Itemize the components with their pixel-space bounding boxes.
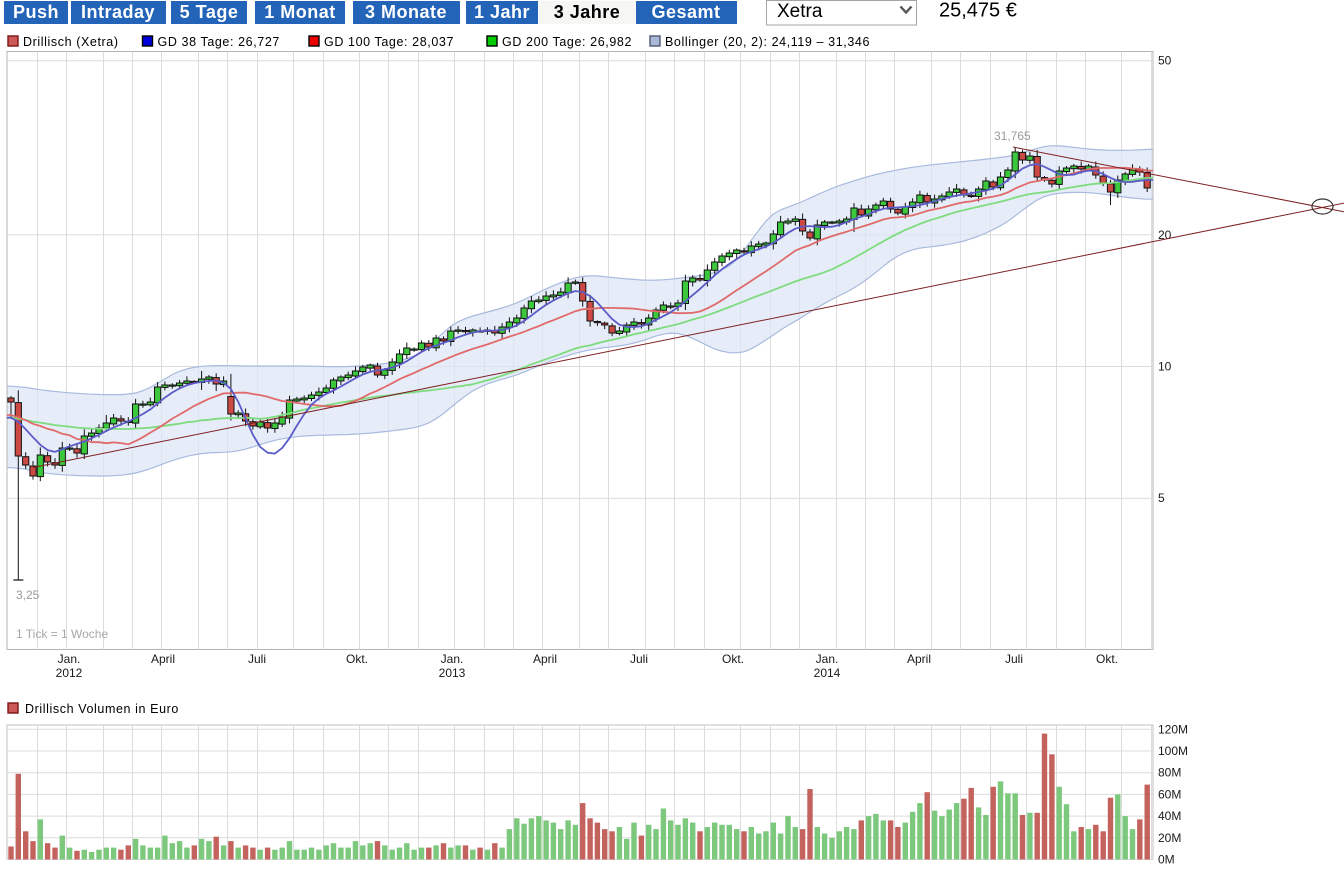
svg-text:2012: 2012 (56, 666, 83, 680)
svg-text:Okt.: Okt. (346, 652, 368, 666)
svg-text:50: 50 (1158, 54, 1172, 68)
svg-text:April: April (533, 652, 557, 666)
svg-text:40M: 40M (1158, 809, 1181, 823)
svg-text:60M: 60M (1158, 787, 1181, 801)
svg-text:Juli: Juli (630, 652, 648, 666)
svg-text:GD 100 Tage: 28,037: GD 100 Tage: 28,037 (324, 35, 454, 49)
svg-text:10: 10 (1158, 360, 1172, 374)
svg-text:20M: 20M (1158, 831, 1181, 845)
svg-text:Xetra: Xetra (777, 1, 823, 22)
svg-text:Juli: Juli (248, 652, 266, 666)
svg-text:Jan.: Jan. (816, 652, 839, 666)
svg-text:Intraday: Intraday (81, 2, 155, 22)
svg-text:31,765: 31,765 (994, 129, 1031, 143)
svg-text:GD 200 Tage: 26,982: GD 200 Tage: 26,982 (502, 35, 632, 49)
svg-text:Okt.: Okt. (1096, 652, 1118, 666)
svg-text:3 Monate: 3 Monate (365, 2, 447, 22)
svg-text:1 Jahr: 1 Jahr (474, 2, 530, 22)
svg-text:3 Jahre: 3 Jahre (554, 2, 621, 22)
svg-text:2014: 2014 (814, 666, 841, 680)
svg-text:Push: Push (13, 2, 59, 22)
svg-text:Jan.: Jan. (58, 652, 81, 666)
svg-text:1 Monat: 1 Monat (264, 2, 336, 22)
svg-text:3,25: 3,25 (16, 588, 40, 602)
svg-text:Gesamt: Gesamt (651, 2, 720, 22)
svg-text:Drillisch (Xetra): Drillisch (Xetra) (23, 35, 119, 49)
svg-text:GD 38 Tage: 26,727: GD 38 Tage: 26,727 (158, 35, 280, 49)
svg-text:Okt.: Okt. (722, 652, 744, 666)
svg-text:1 Tick = 1 Woche: 1 Tick = 1 Woche (16, 627, 108, 641)
svg-text:April: April (907, 652, 931, 666)
svg-text:5 Tage: 5 Tage (180, 2, 239, 22)
svg-text:100M: 100M (1158, 744, 1188, 758)
svg-text:80M: 80M (1158, 766, 1181, 780)
svg-text:5: 5 (1158, 491, 1165, 505)
svg-text:Juli: Juli (1005, 652, 1023, 666)
svg-text:0M: 0M (1158, 853, 1175, 866)
svg-text:25,475 €: 25,475 € (939, 0, 1017, 22)
svg-text:2013: 2013 (439, 666, 466, 680)
svg-text:Bollinger (20, 2): 24,119 – 31: Bollinger (20, 2): 24,119 – 31,346 (665, 35, 870, 49)
svg-text:120M: 120M (1158, 722, 1188, 736)
svg-text:April: April (151, 652, 175, 666)
svg-text:Drillisch Volumen in Euro: Drillisch Volumen in Euro (25, 702, 179, 716)
svg-text:Jan.: Jan. (441, 652, 464, 666)
